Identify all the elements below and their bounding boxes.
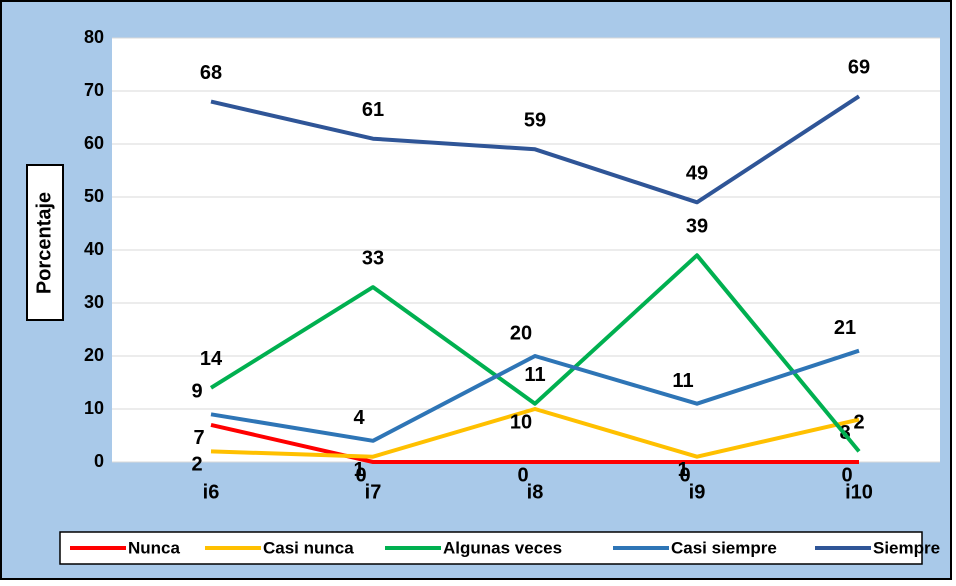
- legend-label: Nunca: [128, 538, 181, 557]
- y-tick-label: 30: [84, 292, 104, 312]
- data-label: 11: [672, 370, 693, 392]
- line-series: [210, 94, 861, 205]
- data-label: 14: [200, 348, 223, 370]
- data-label: 9: [191, 381, 202, 403]
- data-label: 0: [841, 464, 852, 486]
- data-label: 33: [362, 247, 384, 269]
- line-series: [210, 407, 860, 459]
- y-tick-label: 40: [84, 239, 104, 259]
- y-tick-label: 10: [84, 398, 104, 418]
- data-label: 4: [353, 407, 365, 429]
- line-series: [210, 422, 859, 464]
- legend-label: Casi siempre: [671, 538, 777, 557]
- data-label: 11: [524, 364, 545, 386]
- line-series: [210, 348, 860, 443]
- x-tick-label: i6: [203, 481, 220, 503]
- legend-label: Siempre: [873, 538, 940, 557]
- x-tick-label: i10: [845, 481, 873, 503]
- legend-label: Algunas veces: [443, 538, 562, 557]
- legend-box: [59, 531, 923, 565]
- y-axis-label: Porcentaje: [33, 192, 55, 294]
- y-label-box: [26, 164, 64, 321]
- y-tick-label: 60: [84, 133, 104, 153]
- data-label: 39: [686, 216, 708, 238]
- data-label: 21: [834, 317, 856, 339]
- data-label: 0: [355, 464, 366, 486]
- data-label: 0: [517, 464, 528, 486]
- data-label: 0: [679, 464, 690, 486]
- data-label: 2: [191, 454, 202, 476]
- y-tick-label: 20: [84, 345, 104, 365]
- data-label: 69: [848, 57, 870, 79]
- data-label: 2: [853, 412, 864, 434]
- legend-label: Casi nunca: [263, 538, 354, 557]
- data-label: 61: [362, 99, 384, 121]
- y-tick-label: 80: [84, 27, 104, 47]
- data-label: 1: [677, 459, 688, 481]
- data-label: 1: [353, 459, 364, 481]
- y-tick-label: 50: [84, 186, 104, 206]
- data-label: 7: [193, 427, 204, 449]
- data-label: 10: [510, 411, 532, 433]
- data-label: 68: [200, 62, 222, 84]
- x-tick-label: i9: [689, 481, 706, 503]
- data-label: 20: [510, 322, 532, 344]
- data-label: 49: [686, 163, 708, 185]
- line-series: [209, 253, 861, 453]
- y-tick-label: 70: [84, 80, 104, 100]
- data-label: 59: [524, 110, 546, 132]
- y-tick-label: 0: [94, 451, 104, 471]
- x-tick-label: i7: [365, 481, 382, 503]
- x-tick-label: i8: [527, 481, 544, 503]
